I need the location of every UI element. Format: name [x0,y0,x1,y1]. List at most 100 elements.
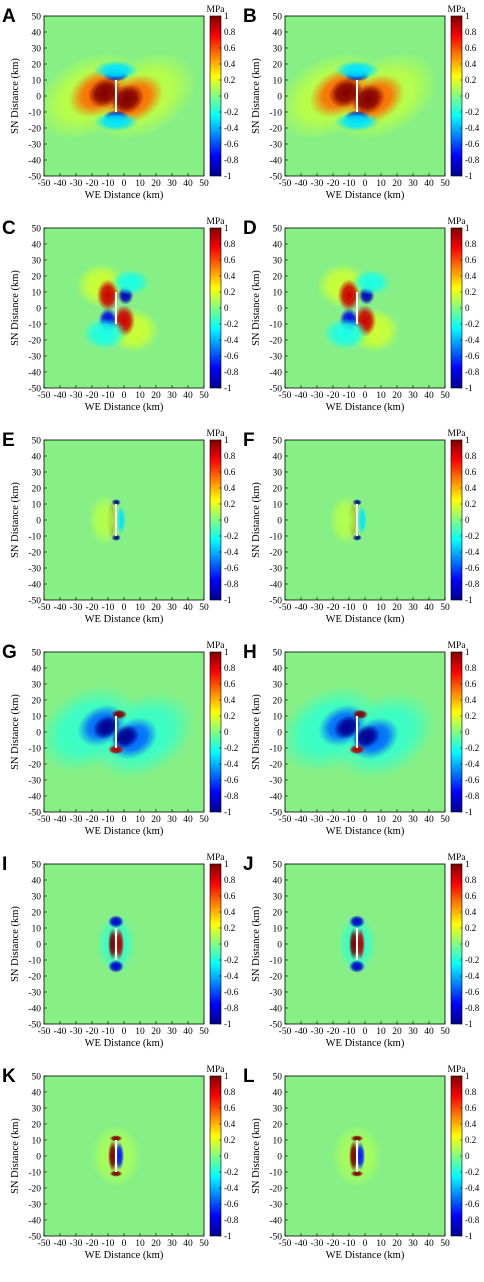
colorbar-tick-label: -0.8 [224,367,239,377]
y-tick-label: 30 [273,256,283,266]
colorbar-tick-label: 0.6 [465,43,477,53]
colorbar-tick-label: 0 [224,939,229,949]
colorbar-tick-label: 0.2 [224,923,235,933]
stress-field [285,685,436,779]
y-tick-label: -50 [269,172,282,182]
panel-L: -50 -40 -30 -20 -10 0 10 20 30 40 5050403020100-10… [243,1065,480,1261]
x-tick-label: 50 [199,1239,209,1249]
colorbar-tick-label: -0.4 [465,1183,480,1193]
x-tick-label: 50 [440,603,450,613]
colorbar-tick-label: -0.2 [224,1167,238,1177]
x-tick-label: 40 [183,1239,193,1249]
colorbar-tick-label: 0.6 [224,891,236,901]
colorbar-tick-label: 0.8 [224,239,236,249]
y-axis-title: SN Distance (km) [10,1118,21,1194]
y-axis-title: SN Distance (km) [10,906,21,982]
panel-letter: J [243,854,254,875]
colorbar-tick-label: 0.8 [465,451,477,461]
colorbar-tick-label: -0.4 [465,123,480,133]
colorbar-tick-label: 0 [465,91,470,101]
stress-lobe [108,960,124,973]
y-tick-label: 20 [273,1120,283,1130]
x-tick-label: -30 [70,603,83,613]
stress-lobe [110,83,145,115]
colorbar-tick-label: 0.6 [224,467,236,477]
y-tick-label: 40 [32,876,42,886]
colorbar-tick-label: 0.2 [224,287,235,297]
y-tick-label: -10 [269,744,282,754]
colorbar-tick-label: 1 [465,223,470,233]
x-tick-label: 30 [167,1027,177,1037]
y-tick-label: -20 [28,972,41,982]
panel-G: -50 -40 -30 -20 -10 0 10 20 30 40 5050403020100-10… [2,641,239,837]
colorbar-tick-label: -0.2 [224,107,238,117]
colorbar-tick-label: 0.8 [465,27,477,37]
x-tick-label: -30 [70,815,83,825]
x-tick-label: 10 [135,179,145,189]
x-tick-label: -30 [311,391,324,401]
colorbar-tick-label: 0.4 [224,271,236,281]
colorbar-tick-label: 1 [224,223,229,233]
colorbar-tick-label: -0.4 [224,123,239,133]
x-tick-label: 10 [376,179,386,189]
y-tick-label: 30 [273,1104,283,1114]
x-axis-title: WE Distance (km) [85,614,164,625]
colorbar-tick-label: -0.8 [465,579,480,589]
x-tick-label: 0 [122,603,127,613]
x-tick-label: 30 [408,815,418,825]
y-tick-label: 30 [32,680,42,690]
stress-field [317,263,401,353]
x-tick-label: -20 [327,179,340,189]
colorbar-tick-label: -1 [465,1019,473,1029]
colorbar-tick-label: 0.2 [224,711,235,721]
colorbar-tick-label: -0.6 [224,351,239,361]
y-tick-label: 20 [32,908,42,918]
x-tick-label: -30 [311,179,324,189]
colorbar-tick-label: -0.8 [224,155,239,165]
x-axis-title: WE Distance (km) [85,1250,164,1261]
x-tick-label: -40 [54,391,67,401]
y-tick-label: -30 [28,988,41,998]
x-tick-label: -30 [70,1027,83,1037]
colorbar-tick-label: 0 [465,939,470,949]
x-tick-label: -10 [102,179,115,189]
y-tick-label: -10 [28,956,41,966]
y-tick-label: -40 [28,368,41,378]
y-tick-label: 40 [32,28,42,38]
colorbar-tick-label: 1 [465,859,470,869]
x-tick-label: -30 [70,391,83,401]
x-tick-label: -50 [279,815,292,825]
y-tick-label: -50 [28,596,41,606]
x-axis-title: WE Distance (km) [85,1038,164,1049]
y-tick-label: -40 [269,792,282,802]
colorbar-tick-label: -0.4 [465,971,480,981]
y-tick-label: -40 [269,1004,282,1014]
stress-field [44,52,197,140]
x-axis-title: WE Distance (km) [85,402,164,413]
x-tick-label: 30 [167,391,177,401]
colorbar-tick-label: 1 [465,435,470,445]
x-tick-label: 50 [199,179,209,189]
y-tick-label: 50 [273,12,283,22]
y-tick-label: -20 [28,1184,41,1194]
x-tick-label: -40 [295,815,308,825]
colorbar-tick-label: -0.4 [224,547,239,557]
x-tick-label: 20 [151,1239,161,1249]
colorbar-tick-label: -0.8 [465,367,480,377]
stress-lobe [329,494,362,546]
x-tick-label: -20 [86,1239,99,1249]
x-tick-label: -50 [38,603,51,613]
x-axis-title: WE Distance (km) [326,614,405,625]
colorbar-tick-label: 0.8 [465,875,477,885]
y-tick-label: 0 [277,728,282,738]
x-tick-label: 40 [424,603,434,613]
stress-lobe [93,112,139,132]
y-tick-label: -10 [28,320,41,330]
y-tick-label: 50 [273,648,283,658]
y-tick-label: -50 [269,1020,282,1030]
y-tick-label: 30 [32,1104,42,1114]
colorbar-unit: MPa [448,5,467,15]
x-tick-label: 0 [122,391,127,401]
y-tick-label: 30 [32,44,42,54]
y-tick-label: 20 [32,1120,42,1130]
